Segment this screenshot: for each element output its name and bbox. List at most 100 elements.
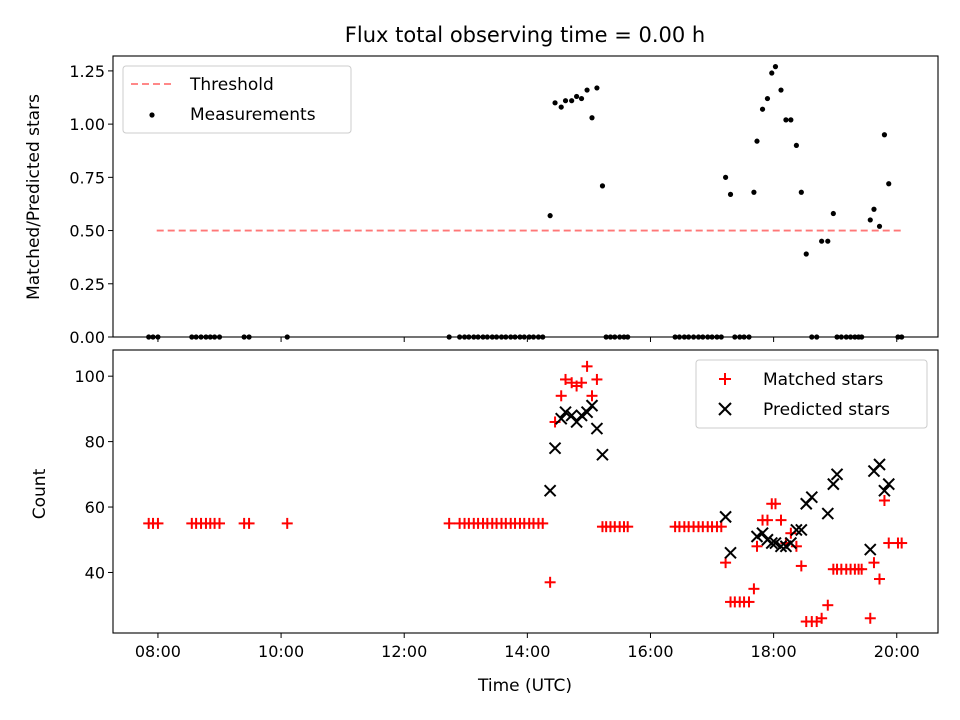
measurement-point xyxy=(895,334,901,340)
measurement-point xyxy=(203,334,209,340)
predicted-star-point xyxy=(548,441,562,455)
measurement-point xyxy=(155,334,161,340)
measurement-point xyxy=(211,334,218,340)
predicted-star-point xyxy=(724,546,737,560)
measurement-point xyxy=(672,334,678,340)
predicted-star-point xyxy=(769,536,782,550)
measurement-point xyxy=(886,181,892,187)
measurement-point xyxy=(603,334,609,340)
top-y-tick-label: 0.75 xyxy=(69,168,105,187)
measurement-point xyxy=(558,104,564,110)
matched-star-point xyxy=(874,573,886,585)
measurement-point xyxy=(676,334,683,340)
predicted-star-point xyxy=(821,507,835,520)
bottom-x-tick-label: 10:00 xyxy=(258,642,304,661)
measurement-point xyxy=(727,191,734,197)
matched-star-point xyxy=(883,537,895,549)
measurement-point xyxy=(552,100,558,106)
measurement-point xyxy=(788,117,794,123)
bottom-x-axis: 08:00 10:00 12:00 14:00 16:00 18:00 20:00 xyxy=(135,633,920,661)
predicted-star-point xyxy=(585,399,599,412)
predicted-star-point xyxy=(543,484,557,497)
predicted-star-point xyxy=(882,477,895,491)
matched-star-point xyxy=(751,540,763,552)
matched-star-point xyxy=(816,612,828,624)
measurement-point xyxy=(814,334,820,340)
measurement-point xyxy=(594,85,600,91)
measurement-point xyxy=(871,206,877,212)
predicted-star-point xyxy=(827,477,840,491)
measurements-series xyxy=(146,64,905,340)
measurement-point xyxy=(574,93,580,100)
measurement-point xyxy=(284,334,290,340)
measurement-point xyxy=(714,334,720,340)
measurement-point xyxy=(480,334,486,340)
bottom-legend-box xyxy=(695,359,928,429)
measurements-legend-marker xyxy=(149,112,155,118)
predicted-star-point xyxy=(878,484,891,497)
measurement-point xyxy=(489,334,495,340)
measurement-point xyxy=(535,334,542,340)
measurement-point xyxy=(709,334,715,340)
matched-star-point xyxy=(720,557,732,569)
predicted-star-point xyxy=(596,448,609,461)
measurement-point xyxy=(207,334,213,340)
measurement-point xyxy=(732,334,738,340)
matched-star-point xyxy=(544,576,556,588)
measurement-point xyxy=(825,238,831,244)
measurement-point xyxy=(540,334,546,340)
matched-star-point xyxy=(214,517,226,529)
predicted-star-point xyxy=(765,536,778,550)
bottom-x-tick-label: 14:00 xyxy=(504,642,550,661)
predicted-star-point xyxy=(784,536,798,550)
bottom-panel: 40 60 80 100 08:00 10:00 12:00 14:00 16:00 18:00… xyxy=(30,349,939,696)
bottom-x-tick-label: 16:00 xyxy=(627,642,673,661)
matched-star-point xyxy=(896,537,908,549)
predicted-star-point xyxy=(555,412,568,425)
measurement-point xyxy=(498,334,505,340)
measurement-point xyxy=(493,334,500,340)
measurement-point xyxy=(193,334,199,340)
measurement-point xyxy=(803,251,809,257)
matched-star-point xyxy=(586,390,598,402)
matched-star-point xyxy=(555,390,567,402)
predicted-stars-series xyxy=(543,399,895,560)
measurement-point xyxy=(621,334,627,340)
measurement-point xyxy=(764,95,771,102)
bottom-y-axis-label: Count xyxy=(30,468,50,519)
matched-star-point xyxy=(281,517,293,529)
measurement-point xyxy=(584,87,590,93)
measurement-point xyxy=(722,174,729,180)
bottom-x-tick-label: 08:00 xyxy=(135,642,181,661)
predicted-star-point xyxy=(864,543,877,556)
matched-star-point xyxy=(443,517,455,529)
measurement-point xyxy=(521,334,527,340)
bottom-y-tick-label: 40 xyxy=(85,563,105,582)
measurement-point xyxy=(589,115,595,121)
predicted-star-point xyxy=(750,530,764,543)
predicted-stars-legend-marker xyxy=(718,402,732,416)
measurement-point xyxy=(830,210,836,217)
measurement-point xyxy=(241,334,247,340)
measurement-point xyxy=(617,334,623,340)
matched-star-point xyxy=(715,521,727,533)
matched-star-point xyxy=(622,521,634,533)
measurement-point xyxy=(847,334,854,340)
measurement-point xyxy=(681,334,687,340)
measurement-point xyxy=(783,117,789,123)
measurement-point xyxy=(461,334,468,340)
measurement-point xyxy=(798,189,804,195)
measurement-point xyxy=(718,334,724,340)
matched-star-point xyxy=(591,373,603,385)
measurement-point xyxy=(690,334,697,340)
matched-star-point xyxy=(576,377,588,389)
measurement-point xyxy=(838,334,844,340)
top-y-tick-label: 1.25 xyxy=(69,62,105,81)
matched-star-point xyxy=(795,560,807,572)
predicted-star-point xyxy=(756,527,769,540)
bottom-x-tick-label: 18:00 xyxy=(751,642,797,661)
predicted-star-point xyxy=(774,540,788,553)
bottom-x-axis-label: Time (UTC) xyxy=(477,676,572,696)
measurement-point xyxy=(526,334,532,340)
